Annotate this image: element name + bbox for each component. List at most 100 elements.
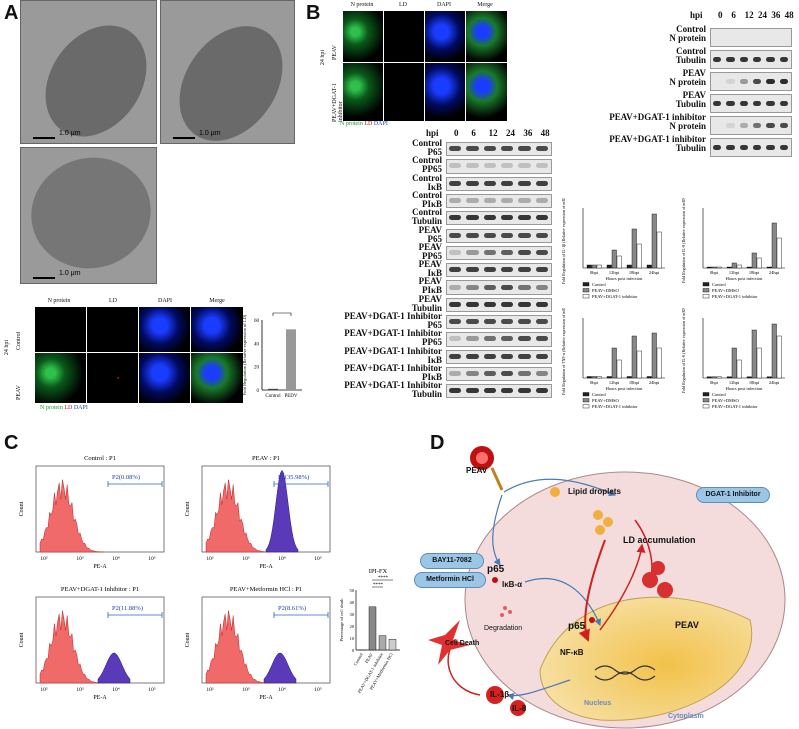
legend-label: PEAV+DMSO — [592, 398, 619, 403]
bar-0hpi — [586, 376, 592, 379]
wb-band — [779, 122, 788, 128]
bar-24hpi — [646, 264, 652, 269]
wb-row-label: Control Tubulin — [411, 207, 442, 227]
wb-hpi-12: 12 — [488, 128, 498, 138]
legend-swatch — [702, 398, 710, 403]
wb-band — [501, 267, 514, 273]
wb-band — [766, 100, 775, 106]
x-axis-label: PE-A — [93, 564, 107, 570]
wb-band — [501, 336, 514, 342]
x-tick: 10⁵ — [148, 556, 156, 562]
wb-band — [535, 267, 548, 273]
bar-0hpi — [706, 266, 712, 269]
wb-row-label: PEAV PIκB — [418, 276, 442, 296]
wb-band — [766, 122, 775, 128]
if-a-legend: N protein LD DAPI — [40, 405, 88, 411]
wb-band — [483, 267, 496, 273]
wb-band — [483, 319, 496, 325]
bar-12hpi — [736, 359, 742, 379]
if-a-row-peav: PEAV — [16, 385, 22, 400]
wb-row-label: PEAV Tubulin — [675, 90, 706, 109]
wb-band — [779, 78, 788, 84]
wb-band — [518, 336, 531, 342]
wb-row-label: Control PIκB — [412, 189, 442, 209]
wb-band — [501, 353, 514, 359]
wb-band — [501, 301, 514, 307]
x-tick: 10⁴ — [278, 687, 286, 693]
wb-band — [449, 267, 462, 273]
wb-band — [483, 249, 496, 255]
tem-image-peav-zoom: 1.0 μm — [20, 147, 157, 284]
wb-strip — [446, 193, 552, 209]
x-tick-label: 18hpi — [749, 270, 760, 275]
if-b-header-ld: LD — [399, 2, 407, 8]
wb-band — [449, 163, 462, 169]
bar-24hpi — [656, 231, 662, 269]
y-axis-label: Fold Regulation (Relative expression of … — [242, 314, 247, 395]
wb-band — [753, 100, 762, 106]
panel-a-bar-chart: 0 20 40 60 Control PEDV Fold Regulation (Relat… — [242, 310, 302, 399]
wb-band — [466, 163, 479, 169]
y-tick: 20 — [350, 624, 355, 629]
wb-band — [535, 388, 548, 394]
bar-12hpi — [731, 262, 737, 269]
wb-band — [449, 198, 462, 204]
legend-label: PEAV+DMSO — [712, 398, 739, 403]
wb-band — [535, 319, 548, 325]
bar-18hpi — [626, 264, 632, 269]
if-b-row-peav: PEAV — [332, 45, 338, 60]
x-axis-label: Hours post infection — [606, 276, 643, 281]
panel-label-c: C — [4, 432, 19, 454]
qpcr-chart-il1b: 0hpi 12hpi 18hpi 24hpi Hours post infection F… — [561, 198, 665, 299]
y-axis-label: Fold Regulation of IL-6 (Relative expres… — [681, 308, 686, 393]
if-a-time-label: 24 hpi — [4, 340, 10, 356]
x-tick-label: PEAV — [364, 651, 374, 664]
wb-band — [483, 180, 496, 186]
y-axis-label: Count — [185, 632, 191, 647]
wb-band — [466, 336, 479, 342]
x-axis-label: Hours post infection — [606, 386, 643, 391]
x-tick-label: 12hpi — [729, 380, 740, 385]
wb-band — [535, 284, 548, 290]
panel-label-a: A — [4, 2, 19, 24]
wb-band — [449, 371, 462, 377]
wb-band — [518, 180, 531, 186]
histogram-negative — [205, 479, 271, 553]
wb-band — [518, 267, 531, 273]
legend-swatch — [582, 404, 590, 409]
if-a-peav-ld — [86, 352, 140, 404]
wb-band — [726, 78, 735, 84]
wb-row-label: PEAV N protein — [669, 68, 706, 87]
bar-18hpi — [751, 252, 757, 269]
gate-label: P2(11.88%) — [112, 605, 143, 612]
wb-band — [466, 198, 479, 204]
wb-band — [466, 371, 479, 377]
tem-image-peav: 1.0 μm — [160, 0, 295, 144]
wb-band — [518, 163, 531, 169]
bar-0hpi — [711, 376, 717, 379]
bar-18hpi — [756, 347, 762, 379]
wb-band — [726, 56, 735, 62]
y-axis-label: Count — [19, 501, 25, 516]
wb-band — [535, 249, 548, 255]
wb-hpi-24: 24 — [758, 10, 767, 20]
y-tick: 50 — [350, 588, 355, 593]
if-b-peav-ld — [383, 10, 426, 64]
if-a-header-merge: Merge — [209, 298, 225, 304]
bar-12hpi — [606, 376, 612, 379]
d-cell-death: Cell Death — [445, 640, 480, 647]
legend-label: PEAV+DGAT-1 inhibitor — [712, 294, 758, 299]
flow-plot-metformin: PEAV+Metformin HCl : P1 P2(8.61%) 10² 10³ 10… — [185, 586, 331, 701]
legend-label: Control — [712, 282, 727, 287]
flow-plot-dgat: PEAV+DGAT-1 Inhibitor : P1 P2(11.88%) 10² 1… — [19, 586, 165, 701]
x-tick: 10² — [40, 556, 48, 562]
x-tick-label: 12hpi — [609, 380, 620, 385]
wb-row-label: PEAV+DGAT-1 Inhibitor Tubulin — [344, 380, 442, 400]
wb-band — [518, 249, 531, 255]
wb-row-label: Control P65 — [412, 138, 442, 157]
x-tick: 10³ — [76, 556, 84, 562]
d-il1b: IL-1β — [490, 690, 510, 699]
wb-band — [518, 198, 531, 204]
legend-label: PEAV+DGAT-1 inhibitor — [592, 404, 638, 409]
wb-band — [726, 122, 735, 128]
